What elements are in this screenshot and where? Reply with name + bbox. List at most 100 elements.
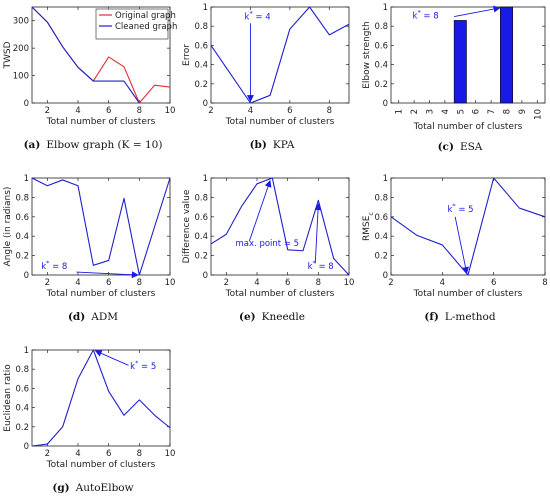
y-tick-label: 0 [203, 271, 208, 281]
caption: (a) Elbow graph (K = 10) [24, 139, 163, 151]
x-tick-label: 8 [137, 278, 142, 288]
y-tick-label: 0.6 [374, 213, 388, 223]
y-tick-label: 100 [13, 72, 29, 82]
y-tick-label: 0.6 [374, 41, 388, 51]
x-tick-label: 2 [45, 106, 50, 116]
caption: (g) AutoElbow [52, 482, 133, 494]
caption-label: (g) [52, 482, 69, 494]
annotation-label-main: k [447, 205, 452, 215]
annotation-label-sup: * [452, 202, 456, 210]
chart-g: 0 0.2 0.4 0.6 0.8 1 2 4 6 8 10 Total number of clus… [3, 346, 175, 494]
annotation-label: k* = 8 [413, 9, 439, 22]
y-axis-label: Elbow strength [362, 21, 372, 89]
plot-frame [31, 349, 171, 447]
y-tick-label: 0 [24, 271, 29, 281]
annotation-label-main: k [245, 12, 250, 22]
annotation-label-rest: = 8 [49, 262, 67, 272]
caption-text: ADM [90, 311, 118, 323]
annotation-arrow [314, 203, 322, 264]
annotation-label-main: k [308, 262, 313, 272]
annotation-label: k* = 5 [447, 202, 473, 215]
caption-label: (c) [438, 141, 454, 153]
x-tick-label: 7 [487, 109, 497, 114]
chart-d: 0 0.2 0.4 0.6 0.8 1 2 4 6 8 10 Total number of clus… [3, 174, 175, 323]
y-tick-label: 1 [24, 346, 29, 356]
annotation-label-sup: * [313, 259, 317, 267]
x-tick-label: 2 [208, 106, 213, 116]
caption: (c) ESA [438, 141, 483, 153]
x-tick-label: 6 [106, 278, 111, 288]
x-tick-label: 8 [137, 449, 142, 459]
y-tick-label: 0 [203, 99, 208, 109]
annotation-arrow [454, 5, 501, 18]
x-axis-label: Total number of clusters [225, 117, 335, 127]
y-axis-label-subscript: c [367, 212, 375, 216]
annotation-label-main: k [41, 262, 46, 272]
plot-frame [390, 177, 546, 276]
caption-text: Kneedle [262, 311, 305, 323]
annotation-arrow [248, 179, 272, 242]
x-tick-label: 5 [456, 109, 466, 114]
x-axis-label: Total number of clusters [46, 117, 156, 127]
y-tick-label: 0.8 [194, 22, 208, 32]
x-axis-label: Total number of clusters [46, 289, 156, 299]
x-tick-label: 6 [106, 449, 111, 459]
y-tick-label: 0.6 [15, 213, 29, 223]
annotation-label-main: k [130, 362, 135, 372]
annotation-arrow [454, 216, 469, 275]
x-tick-label: 10 [533, 109, 543, 120]
caption-text: Elbow graph (K = 10) [46, 139, 162, 151]
legend-entry: Original graph [115, 11, 176, 21]
x-tick-label: 6 [285, 278, 290, 288]
y-axis-label: Error [182, 44, 192, 66]
y-tick-label: 1 [203, 3, 208, 13]
y-axis-label: Euclidean ratio [3, 364, 13, 432]
y-tick-label: 0.2 [194, 80, 208, 90]
y-tick-label: 0.2 [374, 252, 388, 262]
caption-label: (e) [239, 311, 256, 323]
caption-label: (f) [424, 311, 438, 323]
y-tick-label: 0.8 [374, 22, 388, 32]
annotation-label-sup: * [249, 9, 253, 17]
y-tick-label: 1 [203, 174, 208, 184]
annotation-label: k* = 8 [308, 259, 334, 272]
caption-label: (a) [24, 139, 41, 151]
y-tick-label: 200 [13, 44, 29, 54]
y-tick-label: 0.2 [374, 80, 388, 90]
x-axis-label: Total number of clusters [413, 289, 523, 299]
y-axis-label: Difference value [182, 189, 192, 263]
annotation-label-rest: = 8 [421, 12, 439, 22]
legend-entry: Cleaned graph [115, 22, 177, 32]
plot-frame [390, 6, 546, 104]
y-tick-label: 0.4 [194, 61, 208, 71]
x-tick-label: 4 [75, 278, 80, 288]
y-tick-label: 0 [383, 271, 388, 281]
caption: (d) ADM [68, 311, 118, 323]
annotation-label-main: k [413, 12, 418, 22]
y-tick-label: 0.8 [15, 193, 29, 203]
y-tick-label: 0.4 [15, 232, 29, 242]
x-tick-label: 10 [165, 106, 176, 116]
series-line-1 [210, 177, 350, 276]
y-tick-label: 0.8 [374, 193, 388, 203]
annotation-label-rest: = 5 [138, 362, 156, 372]
y-axis-label: RMSEc [362, 212, 375, 241]
x-tick-label: 4 [441, 109, 451, 114]
x-tick-label: 4 [440, 278, 445, 288]
x-tick-label: 10 [165, 278, 176, 288]
x-tick-label: 2 [45, 278, 50, 288]
y-tick-label: 0.2 [15, 252, 29, 262]
series-line-1 [31, 177, 171, 276]
x-axis-label: Total number of clusters [225, 289, 335, 299]
annotation-label-rest: = 8 [316, 262, 334, 272]
x-tick-label: 9 [518, 109, 528, 114]
y-tick-label: 0 [24, 99, 29, 109]
caption-label: (d) [68, 311, 85, 323]
caption-text: KPA [273, 139, 295, 151]
y-tick-label: 1 [383, 174, 388, 184]
y-tick-label: 0.6 [194, 213, 208, 223]
x-tick-label: 8 [542, 278, 547, 288]
y-tick-label: 0.4 [374, 61, 388, 71]
